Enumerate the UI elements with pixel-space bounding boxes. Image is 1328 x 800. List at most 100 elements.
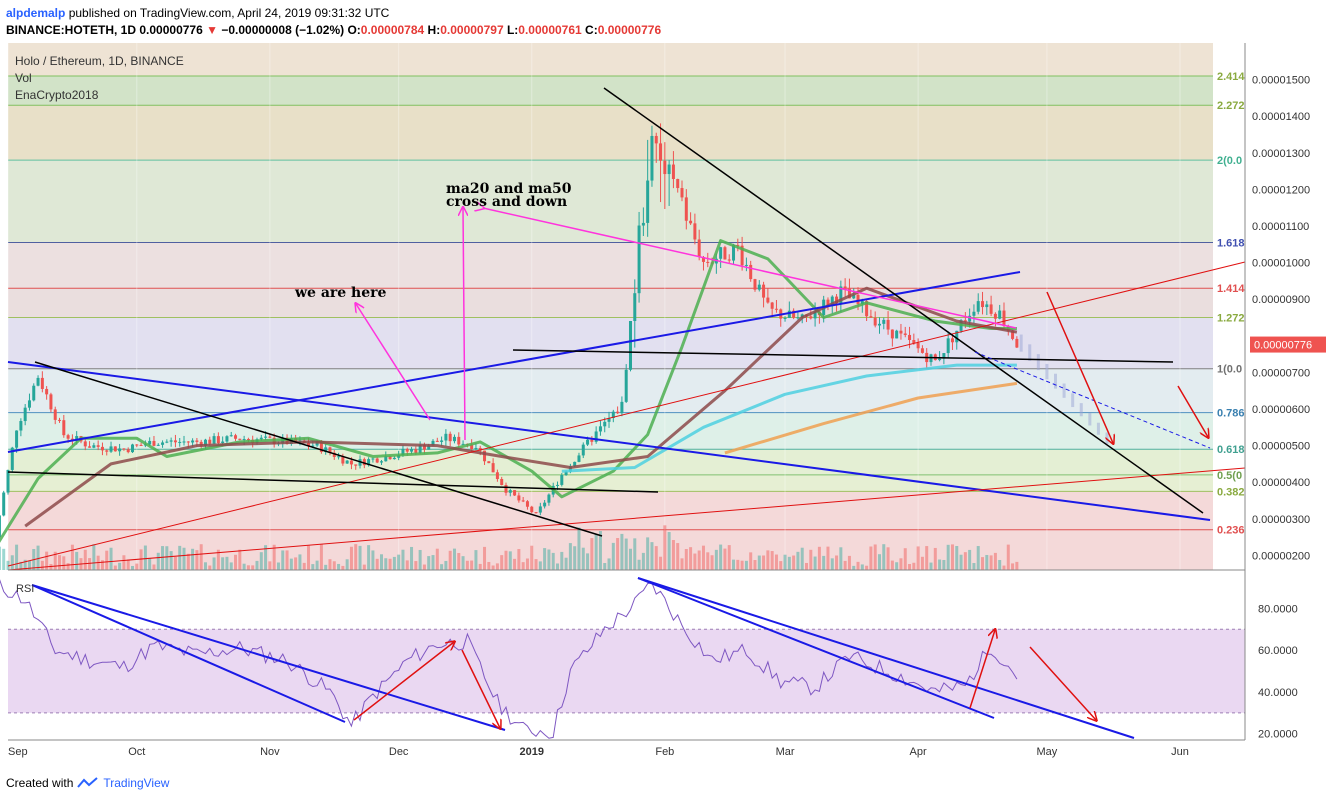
candle-body	[989, 304, 993, 314]
volume-bar	[332, 561, 336, 570]
last-price-tag	[1250, 336, 1326, 353]
black-major-descending-line	[603, 87, 1204, 514]
volume-bar	[156, 552, 160, 570]
volume-bar	[208, 565, 212, 570]
candle-body	[835, 296, 839, 304]
low-value: 0.00000761	[518, 23, 582, 37]
volume-bar	[255, 560, 259, 570]
candle-body	[203, 439, 207, 446]
candle-body	[955, 330, 959, 343]
volume-bar	[221, 557, 225, 570]
volume-bar	[659, 556, 663, 570]
volume-bar	[401, 549, 405, 570]
volume-bar	[976, 546, 980, 570]
volume-bar	[19, 561, 23, 570]
candle-body	[470, 444, 474, 450]
candle-body	[912, 340, 916, 344]
fib-band-1.272	[8, 288, 1213, 318]
volume-bar	[950, 544, 954, 570]
annotation-we-are-here: we are here	[294, 285, 387, 301]
candle-body	[860, 301, 864, 304]
volume-bar	[929, 562, 933, 570]
volume-bar	[749, 552, 753, 570]
volume-bar	[633, 538, 637, 570]
rsi-y-tick-label: 80.0000	[1258, 603, 1298, 615]
candle-body	[843, 286, 847, 289]
fib-label-0.236: 0.236	[1217, 525, 1245, 537]
candle-body	[865, 301, 869, 317]
candle-body	[105, 450, 109, 452]
x-tick-label: Nov	[260, 746, 280, 758]
projected-candle	[1088, 412, 1092, 426]
volume-bar	[684, 549, 688, 570]
down-arrow-icon: ▼	[206, 23, 218, 37]
candle-body	[27, 400, 31, 408]
candle-body	[216, 436, 220, 444]
volume-bar	[744, 560, 748, 570]
volume-bar	[753, 560, 757, 570]
candle-body	[646, 180, 650, 223]
series-ma200	[724, 381, 1018, 455]
volume-bar	[723, 548, 727, 570]
volume-bar	[216, 549, 220, 570]
volume-bar	[10, 555, 14, 570]
volume-bar	[448, 550, 452, 570]
volume-bar	[234, 554, 238, 570]
y-tick-label: 0.00000900	[1252, 294, 1310, 306]
fib-label-1.414: 1.414	[1217, 283, 1245, 295]
candle-body	[212, 436, 216, 444]
volume-bar	[513, 558, 517, 570]
volume-bar	[259, 552, 263, 570]
fib-band-2(0.0	[8, 105, 1213, 161]
candle-body	[693, 223, 697, 240]
volume-bar	[598, 531, 602, 570]
candle-body	[603, 421, 607, 427]
candle-body	[401, 448, 405, 456]
volume-bar	[706, 552, 710, 570]
volume-bar	[70, 544, 74, 570]
rsi-red-arrow	[1029, 646, 1096, 720]
dashed-projection-line	[974, 351, 1211, 449]
volume-bar	[890, 560, 894, 570]
fib-label-0.382: 0.382	[1217, 486, 1245, 498]
candle-body	[36, 377, 40, 386]
volume-bar	[302, 562, 306, 570]
volume-bar	[590, 538, 594, 570]
volume-bar	[474, 550, 478, 570]
rsi-y-tick-label: 40.0000	[1258, 687, 1298, 699]
volume-bar	[242, 563, 246, 570]
fib-label-2.272: 2.272	[1217, 100, 1245, 112]
volume-bar	[264, 545, 268, 570]
candle-body	[886, 319, 890, 330]
candle-body	[384, 456, 388, 462]
candle-body	[173, 440, 177, 443]
projected-candle	[1054, 373, 1058, 389]
author-link[interactable]: alpdemalp	[6, 6, 66, 20]
volume-bar	[586, 553, 590, 570]
candle-body	[156, 444, 160, 446]
volume-bar	[877, 554, 881, 570]
candle-body	[474, 447, 478, 450]
volume-bars	[0, 525, 1019, 570]
candle-body	[607, 417, 611, 422]
candle-body	[916, 343, 920, 349]
y-tick-label: 0.00000300	[1252, 514, 1310, 526]
volume-bar	[517, 549, 521, 570]
candle-body	[946, 338, 950, 354]
volume-bar	[130, 565, 134, 570]
candle-body	[774, 308, 778, 310]
volume-bar	[993, 552, 997, 570]
volume-bar	[843, 560, 847, 570]
footer-brand[interactable]: TradingView	[103, 776, 170, 790]
candle-body	[723, 247, 727, 260]
candle-body	[0, 515, 1, 538]
candle-body	[410, 449, 414, 452]
volume-bar	[500, 555, 504, 570]
fib-band-0.236	[8, 491, 1213, 570]
volume-bar	[182, 547, 186, 570]
rsi-y-tick-label: 20.0000	[1258, 729, 1298, 741]
y-tick-label: 0.00001300	[1252, 148, 1310, 160]
candle-body	[976, 301, 980, 312]
candle-body	[191, 440, 195, 443]
